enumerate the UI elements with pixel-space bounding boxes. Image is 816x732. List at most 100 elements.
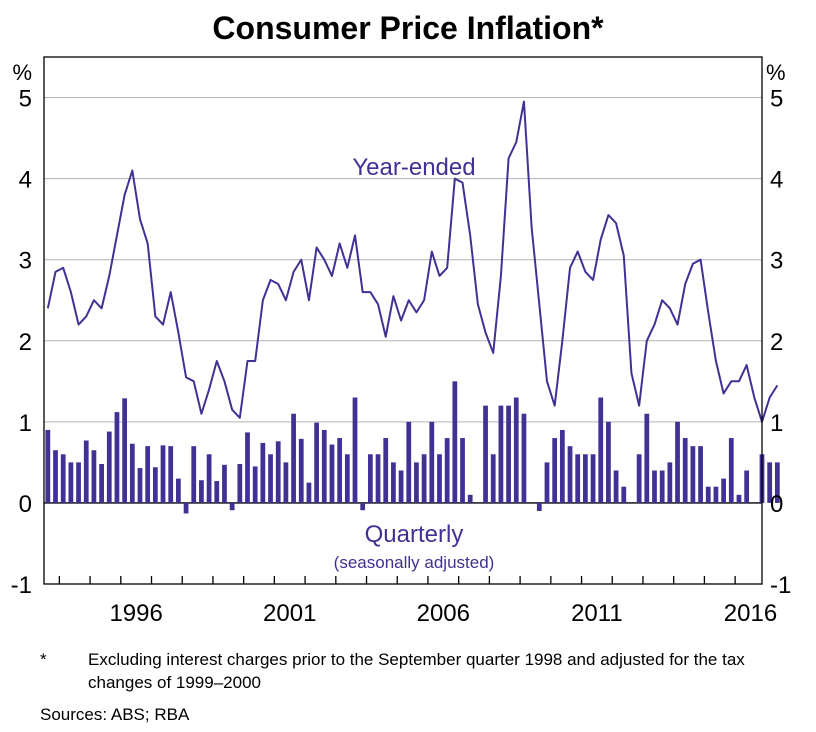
quarterly-bar bbox=[161, 445, 166, 503]
quarterly-bar bbox=[53, 450, 58, 503]
quarterly-bar bbox=[422, 454, 427, 503]
quarterly-bar bbox=[506, 406, 511, 503]
quarterly-bar bbox=[237, 464, 242, 503]
quarterly-bar bbox=[368, 454, 373, 503]
quarterly-bar bbox=[583, 454, 588, 503]
x-tick-label: 2016 bbox=[724, 600, 777, 627]
quarterly-bar bbox=[483, 406, 488, 503]
quarterly-bar bbox=[76, 462, 81, 503]
y-tick-label-right: 2 bbox=[770, 329, 783, 356]
quarterly-bar bbox=[68, 462, 73, 503]
y-unit-right: % bbox=[766, 60, 786, 85]
quarterly-bar bbox=[245, 432, 250, 503]
footnote-text: Excluding interest charges prior to the … bbox=[88, 648, 788, 694]
quarterly-bar bbox=[153, 467, 158, 503]
year-ended-line bbox=[48, 102, 778, 422]
quarterly-bar bbox=[291, 414, 296, 503]
quarterly-bar bbox=[353, 398, 358, 503]
quarterly-bar bbox=[468, 495, 473, 503]
quarterly-bar bbox=[714, 487, 719, 503]
y-tick-label-left: 1 bbox=[19, 410, 32, 437]
quarterly-bar bbox=[721, 479, 726, 503]
quarterly-bar bbox=[284, 462, 289, 503]
quarterly-bar bbox=[207, 454, 212, 503]
quarterly-bar bbox=[445, 438, 450, 503]
quarterly-bar bbox=[460, 438, 465, 503]
quarterly-bar bbox=[222, 465, 227, 503]
quarterly-bar bbox=[537, 503, 542, 511]
quarterly-bar bbox=[145, 446, 150, 503]
x-tick-label: 2001 bbox=[263, 600, 316, 627]
y-tick-label-left: 0 bbox=[19, 491, 32, 518]
quarterly-sublabel: (seasonally adjusted) bbox=[334, 553, 495, 572]
y-tick-label-right: 0 bbox=[770, 491, 783, 518]
y-tick-label-left: 3 bbox=[19, 248, 32, 275]
quarterly-bar bbox=[260, 443, 265, 503]
quarterly-bar bbox=[437, 454, 442, 503]
y-tick-label-right: 3 bbox=[770, 248, 783, 275]
quarterly-bar bbox=[214, 481, 219, 503]
quarterly-bar bbox=[199, 480, 204, 503]
quarterly-bar bbox=[92, 450, 97, 503]
year-ended-label: Year-ended bbox=[352, 154, 475, 181]
y-tick-label-left: 5 bbox=[19, 86, 32, 113]
quarterly-bar bbox=[660, 470, 665, 502]
quarterly-bar bbox=[230, 503, 235, 510]
quarterly-bar bbox=[414, 462, 419, 503]
x-tick-label: 2011 bbox=[571, 600, 623, 627]
y-tick-label-left: -1 bbox=[11, 572, 32, 599]
y-unit-left: % bbox=[12, 60, 32, 85]
quarterly-bar bbox=[330, 445, 335, 503]
quarterly-bar bbox=[122, 398, 127, 503]
quarterly-bar bbox=[399, 470, 404, 502]
quarterly-bar bbox=[276, 441, 281, 503]
quarterly-bar bbox=[591, 454, 596, 503]
y-tick-label-left: 2 bbox=[19, 329, 32, 356]
quarterly-bar bbox=[575, 454, 580, 503]
quarterly-bar bbox=[621, 487, 626, 503]
quarterly-bar bbox=[253, 466, 258, 502]
x-tick-label: 2006 bbox=[417, 600, 470, 627]
y-tick-label-left: 4 bbox=[19, 167, 32, 194]
quarterly-bar bbox=[299, 439, 304, 503]
quarterly-bar bbox=[729, 438, 734, 503]
x-tick-label: 1996 bbox=[109, 600, 162, 627]
quarterly-bar bbox=[337, 438, 342, 503]
quarterly-bar bbox=[698, 446, 703, 503]
quarterly-bar bbox=[391, 462, 396, 503]
quarterly-bar bbox=[744, 470, 749, 502]
quarterly-bar bbox=[322, 430, 327, 503]
quarterly-bar bbox=[168, 446, 173, 503]
quarterly-bar bbox=[184, 503, 189, 514]
quarterly-bar bbox=[376, 454, 381, 503]
quarterly-bar bbox=[683, 438, 688, 503]
y-tick-label-right: 1 bbox=[770, 410, 783, 437]
quarterly-bar bbox=[45, 430, 50, 503]
quarterly-bar bbox=[345, 454, 350, 503]
quarterly-bar bbox=[560, 430, 565, 503]
quarterly-bar bbox=[452, 381, 457, 503]
quarterly-bar bbox=[61, 454, 66, 503]
quarterly-bar bbox=[99, 464, 104, 503]
quarterly-bar bbox=[614, 470, 619, 502]
quarterly-bar bbox=[115, 412, 120, 503]
quarterly-bar bbox=[667, 462, 672, 503]
y-tick-label-right: -1 bbox=[770, 572, 791, 599]
quarterly-bar bbox=[675, 422, 680, 503]
quarterly-bar bbox=[706, 487, 711, 503]
quarterly-bar bbox=[545, 462, 550, 503]
quarterly-bar bbox=[191, 446, 196, 503]
chart: -1 -10 01 12 23 34 45 5% %1996 2001 2006 2011 2016 Y… bbox=[0, 0, 816, 732]
quarterly-bars bbox=[45, 381, 779, 513]
axis-ticks bbox=[59, 576, 735, 584]
quarterly-bar bbox=[307, 483, 312, 503]
quarterly-bar bbox=[138, 468, 143, 503]
quarterly-bar bbox=[737, 495, 742, 503]
quarterly-bar bbox=[514, 398, 519, 503]
quarterly-bar bbox=[691, 446, 696, 503]
quarterly-bar bbox=[644, 414, 649, 503]
quarterly-bar bbox=[314, 423, 319, 503]
quarterly-bar bbox=[268, 454, 273, 503]
quarterly-bar bbox=[606, 422, 611, 503]
quarterly-bar bbox=[130, 444, 135, 503]
